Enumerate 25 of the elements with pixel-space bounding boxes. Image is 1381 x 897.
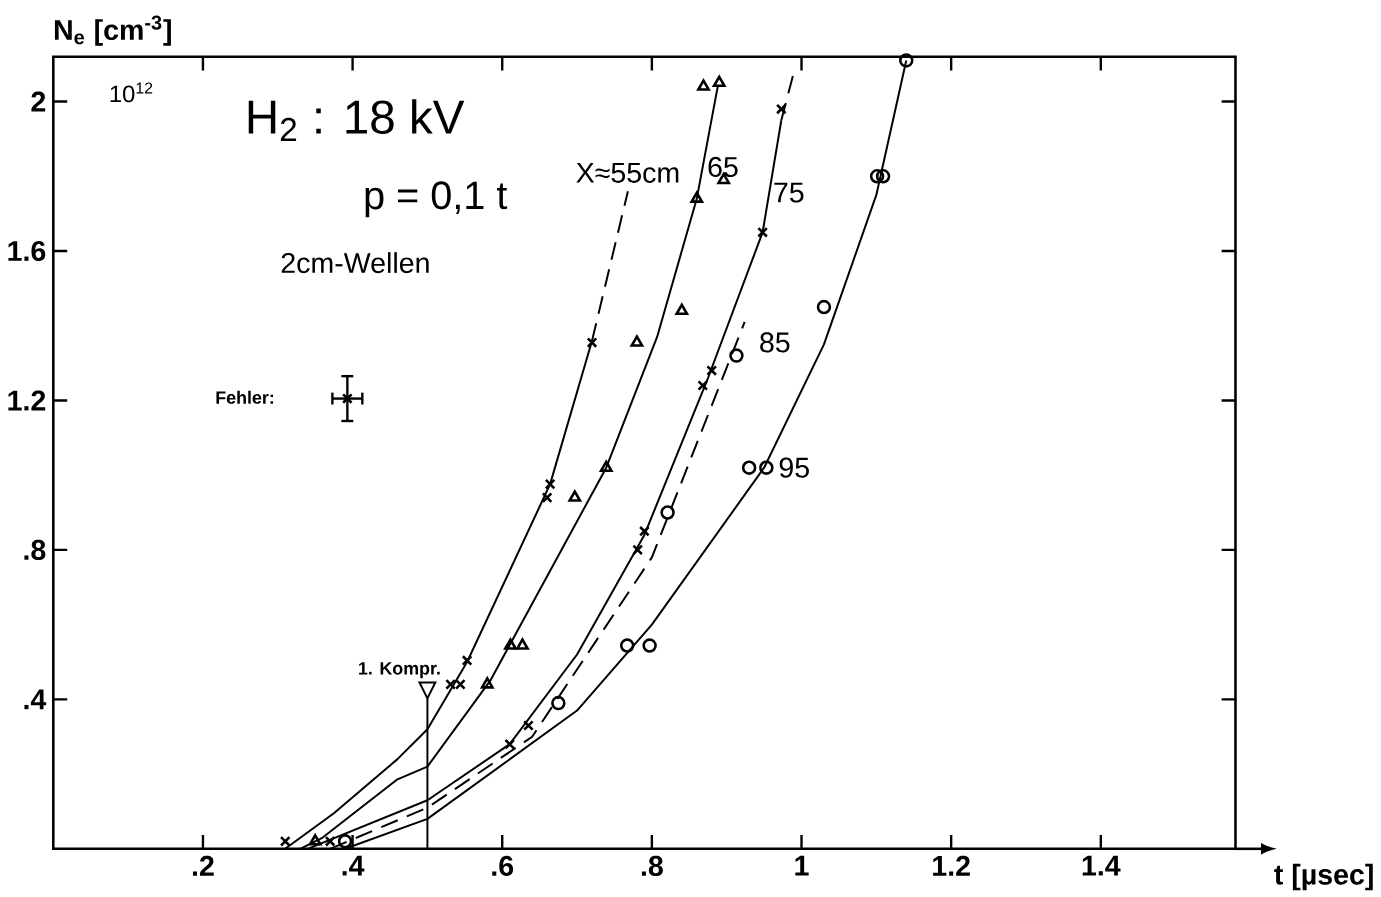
annotation: Fehler: [216, 390, 274, 404]
x-axis-title: t [µsec] [1274, 863, 1373, 891]
annotation: p = 0,1 t [365, 181, 508, 218]
y-tick-label: .4 [24, 689, 47, 710]
y-tick-label: .8 [24, 539, 46, 561]
y-tick-label: 1.6 [8, 240, 46, 262]
ref-line-label: 1. Kompr. [359, 662, 440, 679]
x-tick-label: .8 [641, 855, 663, 877]
x-tick-label: 1.4 [1082, 855, 1121, 876]
x-tick-label: .2 [192, 855, 214, 876]
y-tick-label: 1.2 [8, 390, 46, 411]
series-label: 85 [760, 332, 790, 353]
x-tick-label: .4 [342, 855, 365, 876]
series-label: X≈55cm [576, 162, 679, 183]
y-tick-label: 2 [31, 91, 46, 112]
x-tick-label: 1.2 [933, 855, 970, 876]
annotation: H$_{2}$ : 18 kV [248, 99, 465, 142]
annotation: 10$^{12}$ [110, 82, 153, 103]
series-label: 65 [708, 156, 738, 178]
y-axis-title: N$_{e}$ [cm$^{-3}$] [54, 15, 171, 46]
x-tick-label: 1 [795, 855, 809, 876]
series-label: 75 [774, 182, 804, 203]
x-tick-label: .6 [492, 855, 514, 877]
annotation: 2cm-Wellen [281, 252, 429, 274]
series-label: 95 [779, 457, 809, 478]
